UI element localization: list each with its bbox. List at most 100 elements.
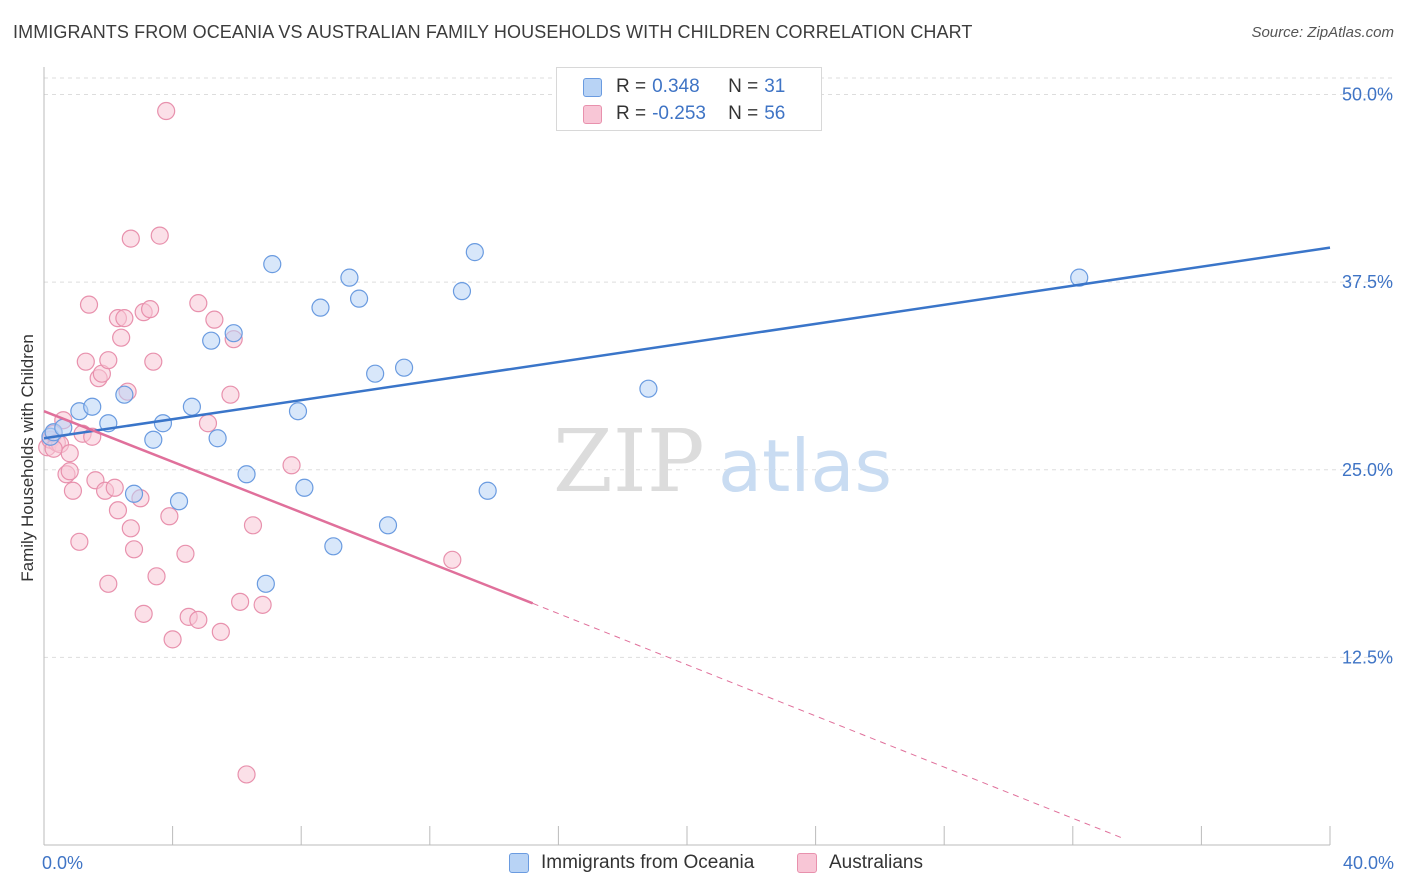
point-immigrants-from-oceania <box>83 397 102 416</box>
point-australians <box>108 501 128 520</box>
point-australians <box>112 328 131 347</box>
legend-row-pink: R = -0.253 N = 56 <box>583 101 785 127</box>
point-immigrants-from-oceania <box>169 492 189 511</box>
y-axis-label: Family Households with Children <box>18 334 37 582</box>
legend-n-value: 56 <box>764 103 786 124</box>
legend-r-label: R = <box>616 76 647 97</box>
point-australians <box>211 622 230 641</box>
y-tick-label: 25.0% <box>1342 460 1393 480</box>
point-australians <box>160 507 179 526</box>
legend-swatch-blue <box>583 77 602 97</box>
legend-n-label: N = <box>728 103 759 124</box>
chart-title: IMMIGRANTS FROM OCEANIA VS AUSTRALIAN FA… <box>13 22 973 42</box>
legend-n-value: 31 <box>764 76 786 97</box>
y-tick-label: 12.5% <box>1342 647 1393 667</box>
point-australians <box>124 540 144 559</box>
legend-label: Immigrants from Oceania <box>541 852 755 873</box>
axes <box>43 67 1331 846</box>
point-immigrants-from-oceania <box>208 429 227 448</box>
point-australians <box>76 352 95 371</box>
point-immigrants-from-oceania <box>144 430 163 449</box>
point-australians <box>99 574 118 593</box>
point-immigrants-from-oceania <box>340 268 359 287</box>
legend-r-value: -0.253 <box>652 103 706 124</box>
trend-lines <box>43 246 1331 838</box>
point-immigrants-from-oceania <box>639 379 658 398</box>
legend-r-label: R = <box>616 103 647 124</box>
point-australians <box>176 544 195 563</box>
x-tick-min: 0.0% <box>42 853 84 873</box>
point-australians <box>243 516 263 535</box>
correlation-legend: R = 0.348 N = 31 R = -0.253 N = 56 <box>556 67 822 131</box>
point-immigrants-from-oceania <box>1070 268 1089 287</box>
point-immigrants-from-oceania <box>366 364 385 383</box>
point-immigrants-from-oceania <box>115 385 134 404</box>
point-australians <box>150 226 169 245</box>
watermark-atlas: atlas <box>718 424 892 508</box>
point-australians <box>144 352 163 371</box>
point-australians <box>221 385 240 404</box>
point-immigrants-from-oceania <box>311 298 330 317</box>
point-australians <box>237 765 256 784</box>
point-immigrants-from-oceania <box>324 537 343 556</box>
point-australians <box>121 519 140 538</box>
legend-n-label: N = <box>728 76 759 97</box>
legend-row-blue: R = 0.348 N = 31 <box>583 74 785 100</box>
point-australians <box>60 444 79 463</box>
point-immigrants-from-oceania <box>182 397 201 416</box>
point-australians <box>157 101 176 121</box>
watermark-zip: ZIP <box>553 412 705 512</box>
point-australians <box>189 294 208 313</box>
x-tick-max: 40.0% <box>1342 853 1394 873</box>
point-australians <box>121 229 140 248</box>
point-immigrants-from-oceania <box>288 402 308 421</box>
point-immigrants-from-oceania <box>202 331 221 350</box>
legend-swatch-pink <box>583 104 602 124</box>
point-australians <box>443 550 462 569</box>
y-tick-labels: 12.5% 25.0% 37.5% 50.0% <box>1342 85 1393 668</box>
point-immigrants-from-oceania <box>237 465 256 484</box>
watermark: ZIP atlas <box>553 412 892 512</box>
point-australians <box>231 592 250 611</box>
point-australians <box>70 532 89 551</box>
legend-swatch-pink <box>797 853 817 873</box>
point-australians <box>282 456 301 475</box>
point-australians <box>99 351 118 370</box>
point-australians <box>140 300 160 319</box>
series-australians <box>38 101 462 784</box>
point-australians <box>115 309 134 328</box>
point-australians <box>60 462 79 481</box>
point-australians <box>134 604 153 623</box>
point-australians <box>189 610 208 629</box>
point-immigrants-from-oceania <box>478 481 497 500</box>
y-tick-label: 37.5% <box>1342 272 1393 292</box>
legend-item-australians[interactable]: Australians <box>797 852 923 874</box>
point-australians <box>198 414 218 433</box>
series-immigrants-from-oceania <box>41 243 1089 593</box>
trend-line-australians-extrapolated <box>532 602 1122 838</box>
y-tick-label: 50.0% <box>1342 85 1393 105</box>
gridlines <box>44 77 1392 658</box>
point-australians <box>105 478 124 497</box>
point-immigrants-from-oceania <box>394 358 414 377</box>
point-immigrants-from-oceania <box>224 324 243 343</box>
point-australians <box>79 295 99 314</box>
point-australians <box>253 595 272 614</box>
point-immigrants-from-oceania <box>124 484 144 503</box>
legend-label: Australians <box>829 852 923 873</box>
point-immigrants-from-oceania <box>153 414 173 433</box>
legend-item-immigrants-from-oceania[interactable]: Immigrants from Oceania <box>509 852 754 874</box>
legend-r-value: 0.348 <box>652 76 700 97</box>
point-australians <box>205 310 224 329</box>
point-immigrants-from-oceania <box>256 574 275 593</box>
point-immigrants-from-oceania <box>295 478 314 497</box>
point-australians <box>63 481 83 500</box>
point-immigrants-from-oceania <box>378 516 398 535</box>
trend-line-australians <box>43 410 534 605</box>
point-immigrants-from-oceania <box>349 289 369 308</box>
legend-swatch-blue <box>509 853 529 873</box>
point-australians <box>147 567 166 586</box>
point-immigrants-from-oceania <box>452 282 472 301</box>
point-immigrants-from-oceania <box>263 255 282 274</box>
